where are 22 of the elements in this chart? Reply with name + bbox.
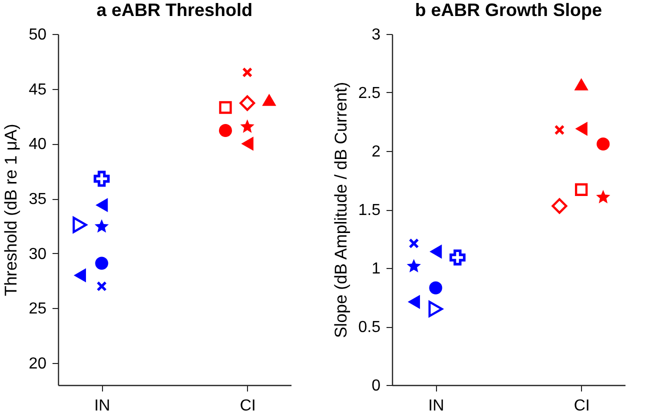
y-tick-label: 0.5 (358, 319, 381, 336)
y-tick-label: 25 (28, 300, 47, 318)
y-tick-label: 3 (372, 26, 381, 44)
x-tick-label: CI (574, 398, 590, 414)
y-tick-label: 40 (28, 136, 47, 154)
y-axis-title: Threshold (dB re 1 μA) (2, 124, 21, 296)
x-tick-label: CI (240, 398, 256, 414)
y-axis-title: Slope (dB Amplitude / dB Current) (331, 82, 350, 338)
y-tick-label: 30 (28, 246, 47, 263)
y-tick-label: 2 (372, 144, 381, 160)
y-tick-label: 0 (372, 378, 381, 394)
x-tick-label: IN (94, 398, 110, 414)
y-tick-label: 50 (28, 26, 47, 44)
y-tick-label: 2.5 (358, 85, 381, 102)
y-tick-label: 1.5 (358, 202, 381, 219)
x-tick-label: IN (428, 398, 444, 414)
chart-title: b eABR Growth Slope (414, 0, 602, 20)
y-tick-label: 1 (372, 260, 381, 278)
y-tick-label: 20 (28, 356, 47, 373)
y-tick-label: 45 (28, 81, 47, 98)
y-tick-label: 35 (28, 191, 47, 208)
chart-title: a eABR Threshold (96, 0, 253, 20)
